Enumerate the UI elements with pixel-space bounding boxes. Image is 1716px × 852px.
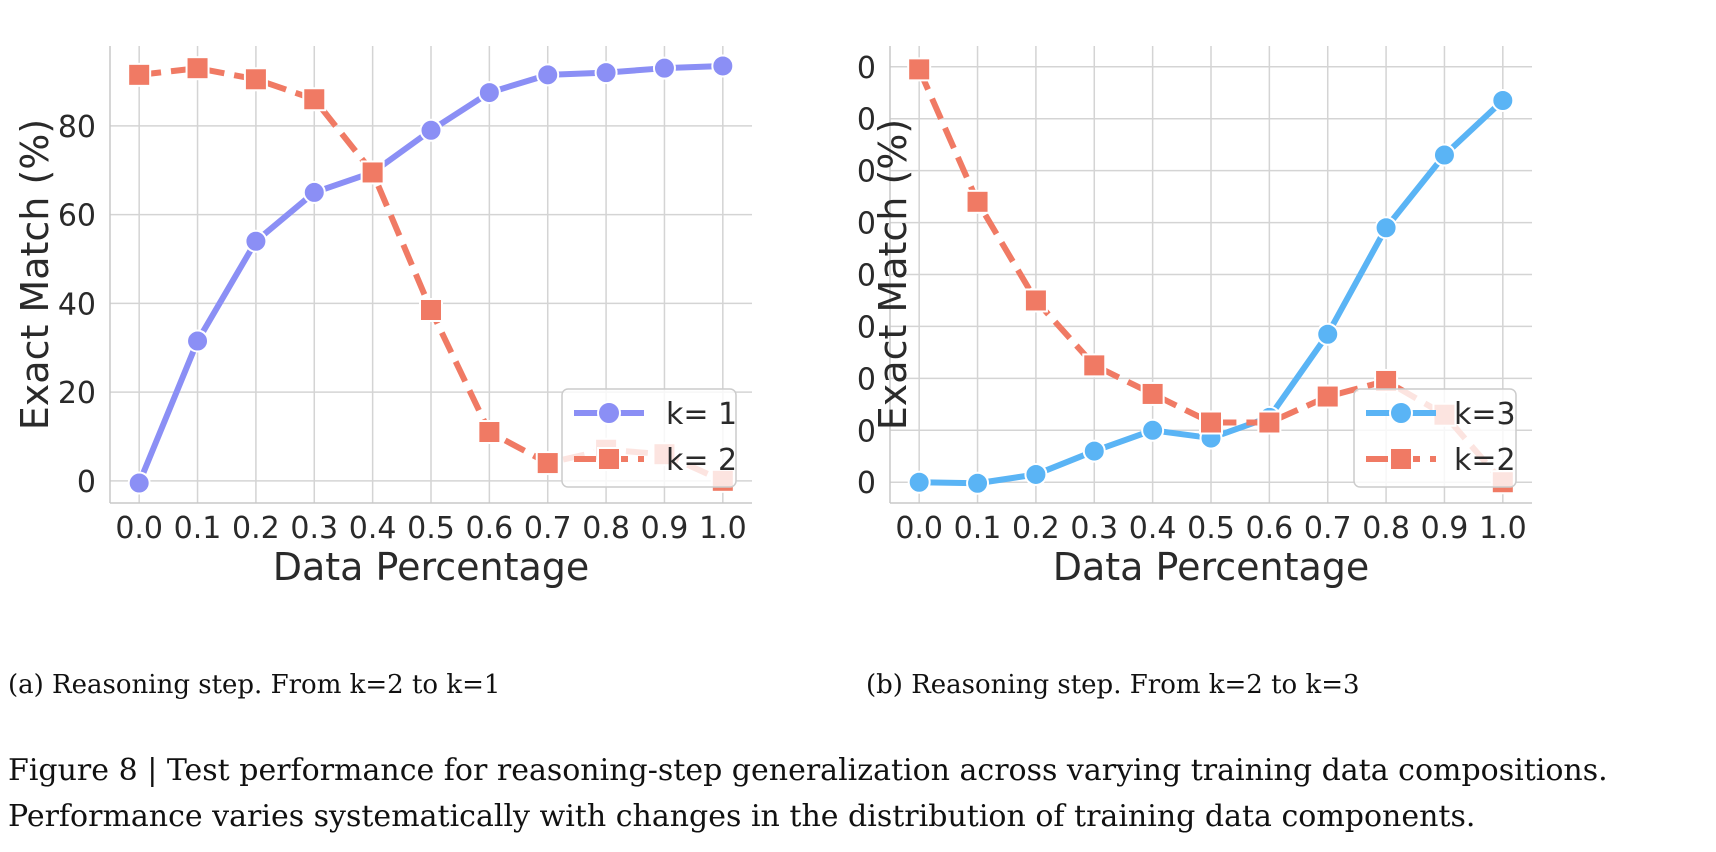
data-point-circle <box>652 56 676 80</box>
legend-label: k= 1 <box>666 397 737 432</box>
y-tick-label: 70 <box>858 103 876 138</box>
chart-a: 0.0 0.1 0.2 0.3 0.4 0.5 0.6 0.7 0.8 0.9 1.0 0 20 40 60… <box>13 46 752 589</box>
x-tick-label: 0.1 <box>174 511 222 546</box>
y-tick-label: 0 <box>77 465 96 500</box>
x-tick-label: 1.0 <box>699 511 747 546</box>
data-point-square <box>1315 384 1340 409</box>
y-tick-label: 20 <box>58 376 96 411</box>
y-tick-label: 60 <box>858 155 876 190</box>
x-tick-label: 0.4 <box>1129 511 1177 546</box>
data-point-circle <box>1491 89 1515 113</box>
data-point-square <box>965 189 990 214</box>
x-tick-label: 0.8 <box>582 511 630 546</box>
legend-marker-square <box>597 447 621 471</box>
x-tick-label: 0.6 <box>1246 511 1294 546</box>
data-point-circle <box>302 180 326 204</box>
data-point-square <box>1257 410 1282 435</box>
data-point-square <box>1082 353 1107 378</box>
chart-b: 0.0 0.1 0.2 0.3 0.4 0.5 0.6 0.7 0.8 0.9 1.0 0 10 20 30… <box>858 46 1532 589</box>
y-tick-label: 0 <box>858 466 876 501</box>
data-point-square <box>127 62 152 87</box>
data-point-circle <box>244 229 268 253</box>
data-point-circle <box>127 471 151 495</box>
data-point-circle <box>1082 439 1106 463</box>
x-tick-label: 0.4 <box>349 511 397 546</box>
x-axis-label: Data Percentage <box>273 545 590 589</box>
data-point-square <box>360 160 385 185</box>
y-tick-label: 60 <box>58 199 96 234</box>
data-point-circle <box>1374 216 1398 240</box>
data-point-square <box>1140 381 1165 406</box>
y-tick-label: 80 <box>858 51 876 86</box>
y-tick-label: 40 <box>58 287 96 322</box>
x-tick-label: 0.6 <box>466 511 514 546</box>
data-point-circle <box>536 63 560 87</box>
x-tick-label: 0.5 <box>407 511 455 546</box>
legend-marker-circle <box>1389 401 1413 425</box>
x-tick-label: 0.3 <box>290 511 338 546</box>
x-tick-label: 0.9 <box>1421 511 1469 546</box>
legend-label: k=3 <box>1454 397 1516 432</box>
x-tick-label: 0.2 <box>232 511 280 546</box>
legend-marker-square <box>1389 447 1413 471</box>
x-tick-label: 0.2 <box>1012 511 1060 546</box>
legend: k=3k=2 <box>1353 388 1517 488</box>
x-axis-label: Data Percentage <box>1053 545 1370 589</box>
data-point-square <box>1199 410 1223 435</box>
y-tick-label: 40 <box>858 259 876 294</box>
data-point-circle <box>907 470 931 494</box>
legend: k= 1 k= 2 <box>561 388 737 488</box>
x-tick-label: 0.0 <box>895 511 943 546</box>
x-tick-label: 0.0 <box>115 511 163 546</box>
data-point-circle <box>711 54 735 78</box>
data-point-circle <box>419 118 443 142</box>
data-point-square <box>1023 288 1048 313</box>
data-point-square <box>419 297 443 322</box>
data-point-circle <box>1141 418 1165 442</box>
subcaption-b: (b) Reasoning step. From k=2 to k=3 <box>866 670 1360 700</box>
figure-caption: Figure 8 | Test performance for reasonin… <box>8 753 1608 834</box>
data-point-square <box>477 420 502 445</box>
y-tick-label: 80 <box>58 110 96 145</box>
x-tick-label: 0.9 <box>641 511 689 546</box>
x-tick-label: 0.7 <box>1304 511 1352 546</box>
data-point-square <box>302 87 327 112</box>
y-tick-label: 30 <box>858 310 876 345</box>
x-tick-label: 0.1 <box>954 511 1002 546</box>
y-tick-label: 20 <box>858 362 876 397</box>
legend-label: k= 2 <box>666 443 737 478</box>
data-point-square <box>243 67 268 92</box>
data-point-circle <box>594 61 618 85</box>
legend-label: k=2 <box>1454 443 1516 478</box>
data-point-square <box>907 57 932 82</box>
data-point-square <box>535 451 560 476</box>
x-tick-label: 0.7 <box>524 511 572 546</box>
data-point-square <box>185 56 210 81</box>
data-point-circle <box>966 471 990 495</box>
y-axis-label: Exact Match (%) <box>871 119 915 430</box>
x-tick-label: 0.3 <box>1070 511 1118 546</box>
data-point-circle <box>186 329 210 353</box>
subcaption-a: (a) Reasoning step. From k=2 to k=1 <box>8 670 501 700</box>
x-tick-label: 1.0 <box>1479 511 1527 546</box>
data-point-circle <box>1316 322 1340 346</box>
x-tick-label: 0.5 <box>1187 511 1235 546</box>
y-tick-label: 50 <box>858 207 876 242</box>
data-point-circle <box>1024 462 1048 486</box>
y-axis-label: Exact Match (%) <box>13 119 57 430</box>
legend-marker-circle <box>597 401 621 425</box>
x-tick-label: 0.8 <box>1362 511 1410 546</box>
data-point-circle <box>477 81 501 105</box>
data-point-circle <box>1432 143 1456 167</box>
y-tick-label: 10 <box>858 414 876 449</box>
